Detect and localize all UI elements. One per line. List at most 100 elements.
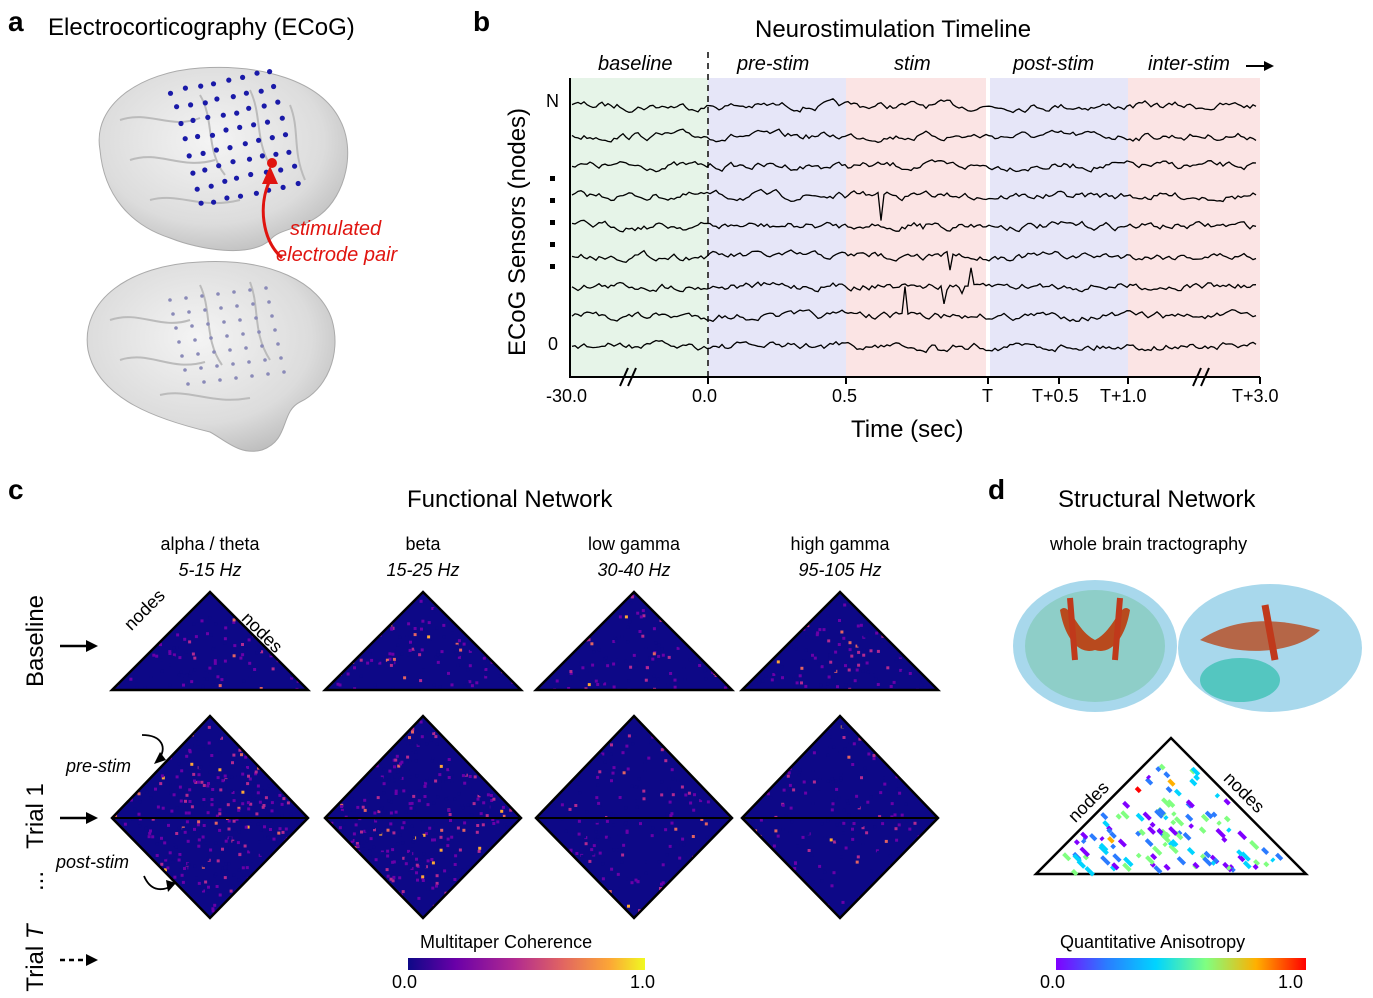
electrode-dot-faded xyxy=(279,356,283,360)
trial1-row-arrow-head xyxy=(86,812,98,824)
phase-label-pre-stim: pre-stim xyxy=(737,53,810,75)
electrode-dot xyxy=(227,145,233,151)
electrode-dot xyxy=(214,96,220,102)
electrode-dot-faded xyxy=(260,344,264,348)
electrode-dot xyxy=(258,88,264,94)
coherence-colorbar-min: 0.0 xyxy=(392,972,418,992)
electrode-dot xyxy=(211,199,217,205)
phase-label-stim: stim xyxy=(894,53,931,75)
electrode-dot xyxy=(246,156,253,162)
electrode-grid-faded xyxy=(168,286,286,386)
electrode-dot xyxy=(264,119,271,125)
electrode-dot-faded xyxy=(250,374,254,378)
tractography-coronal-image xyxy=(1013,580,1177,712)
electrode-dot-faded xyxy=(270,314,274,318)
electrode-dot xyxy=(178,120,184,127)
panel-b-label: b xyxy=(473,6,491,37)
electrode-dot-faded xyxy=(264,286,268,290)
ecog-trace xyxy=(571,286,1257,323)
electrode-dot xyxy=(226,77,232,83)
electrode-dot-faded xyxy=(186,382,190,386)
band-name-2: low gamma xyxy=(587,534,681,554)
electrode-dot xyxy=(278,167,284,173)
phase-label-baseline: baseline xyxy=(598,53,673,75)
stim-arrow-head xyxy=(262,166,278,184)
baseline-row-arrow-head xyxy=(86,640,98,652)
structural-matrix-cells xyxy=(1062,763,1284,877)
electrode-dot xyxy=(186,153,192,159)
xtick-label-3: T xyxy=(982,386,993,406)
electrode-dot-faded xyxy=(202,380,206,384)
electrode-dot-faded xyxy=(267,300,271,304)
xtick-label-2: 0.5 xyxy=(832,386,858,406)
xtick-label-4: T+0.5 xyxy=(1032,386,1079,406)
electrode-dot xyxy=(205,114,211,120)
phase-label-inter-stim: inter-stim xyxy=(1148,53,1230,75)
band-range-3: 95-105 Hz xyxy=(798,560,882,580)
stim-annotation-line1: stimulated xyxy=(290,218,382,240)
electrode-dot-faded xyxy=(200,294,204,298)
baseline-matrix-2 xyxy=(536,592,732,690)
band-range-0: 5-15 Hz xyxy=(178,560,242,580)
sensor-ellipsis-dots xyxy=(550,176,555,269)
electrode-dot-faded xyxy=(193,338,197,342)
stim-arrow xyxy=(261,179,284,260)
electrode-dot xyxy=(280,184,286,190)
electrode-dot-faded xyxy=(241,332,245,336)
electrode-dot-faded xyxy=(184,296,188,300)
electrode-dot xyxy=(195,133,201,140)
electrode-dot xyxy=(254,70,260,76)
tractography-subtitle: whole brain tractography xyxy=(1050,534,1248,554)
electrode-dot xyxy=(295,180,301,187)
phase-label-post-stim: post-stim xyxy=(1013,53,1095,75)
electrode-dot xyxy=(202,100,208,106)
electrode-dot xyxy=(223,127,229,133)
electrode-grid xyxy=(167,69,301,206)
electrode-dot-faded xyxy=(177,340,181,344)
panel-a-title: Electrocorticography (ECoG) xyxy=(48,14,355,41)
electrode-dot-faded xyxy=(273,328,277,332)
electrode-dot xyxy=(208,183,214,189)
xtick-label-1: 0.0 xyxy=(692,386,718,406)
electrode-dot-faded xyxy=(254,316,258,320)
electrode-dot xyxy=(282,132,289,138)
pre-stim-curved-arrow-head xyxy=(154,752,166,764)
electrode-dot-faded xyxy=(263,358,267,362)
electrode-dot xyxy=(253,190,259,196)
electrode-dot xyxy=(174,104,180,110)
electrode-dot-faded xyxy=(218,378,222,382)
y-top-label: N xyxy=(546,91,559,111)
ecog-traces xyxy=(571,98,1257,354)
electrode-dot-faded xyxy=(266,372,270,376)
electrode-dot xyxy=(202,167,208,173)
y-bottom-label: 0 xyxy=(548,334,559,354)
electrode-dot-faded xyxy=(215,364,219,368)
post-stim-label: post-stim xyxy=(56,852,130,872)
electrode-dot-faded xyxy=(212,350,216,354)
electrode-dot xyxy=(233,175,240,181)
electrode-dot-faded xyxy=(276,342,280,346)
electrode-dot xyxy=(246,105,252,111)
electrode-dot xyxy=(292,163,298,169)
axis-break-marks xyxy=(619,367,1210,387)
xtick-label-0: -30.0 xyxy=(546,386,588,406)
structural-network-title: Structural Network xyxy=(1058,486,1256,513)
band-name-1: beta xyxy=(405,534,441,554)
brain-lateral-bottom-image xyxy=(86,261,336,452)
band-range-2: 30-40 Hz xyxy=(597,560,671,580)
anisotropy-colorbar-max: 1.0 xyxy=(1278,972,1304,992)
baseline-matrix-frame xyxy=(321,590,525,692)
electrode-dot xyxy=(182,136,188,142)
ecog-trace xyxy=(571,159,1257,173)
electrode-dot xyxy=(190,117,196,123)
ecog-trace xyxy=(571,219,1257,233)
electrode-dot-faded xyxy=(232,290,236,294)
electrode-dot xyxy=(230,159,236,165)
electrode-dot xyxy=(182,85,188,91)
electrode-dot xyxy=(248,171,254,178)
electrode-dot-faded xyxy=(203,308,207,312)
inter-stim-arrow-head xyxy=(1264,61,1274,71)
functional-network-title: Functional Network xyxy=(407,486,613,513)
timeline-xlabel: Time (sec) xyxy=(851,416,964,443)
